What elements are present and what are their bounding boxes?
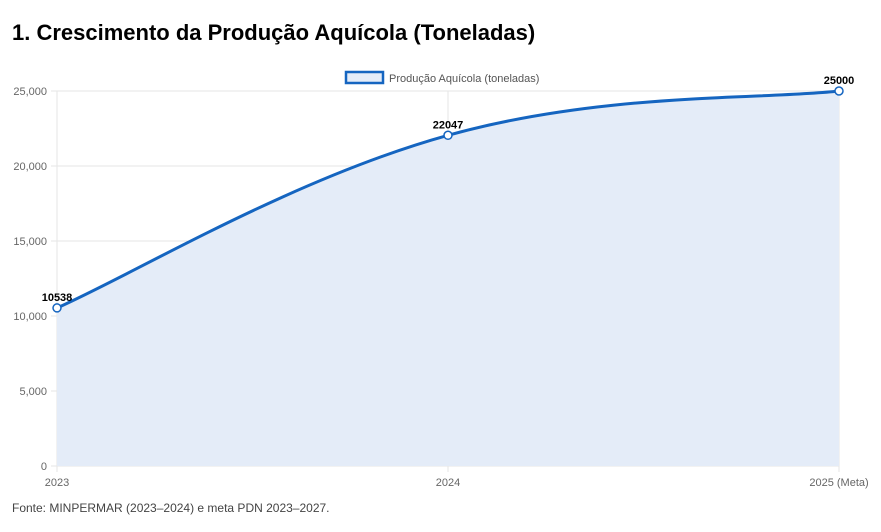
data-label: 25000 <box>824 75 855 87</box>
point-layer <box>52 86 844 313</box>
label-layer: 10538 22047 25000 <box>42 75 855 304</box>
y-tick-label: 5,000 <box>19 386 47 398</box>
legend-layer[interactable]: Produção Aquícola (toneladas) <box>344 70 539 85</box>
chart: 0 5,000 10,000 15,000 20,000 25,000 2023 2024 20… <box>0 62 881 492</box>
area-fill <box>57 91 839 466</box>
chart-svg: 0 5,000 10,000 15,000 20,000 25,000 2023 2024 20… <box>13 70 869 489</box>
data-point <box>834 86 844 96</box>
y-tick-label: 25,000 <box>13 86 47 98</box>
data-label: 10538 <box>42 292 73 304</box>
data-point <box>443 130 453 141</box>
y-tick-label: 20,000 <box>13 161 47 173</box>
legend-swatch <box>344 70 385 85</box>
data-point <box>52 303 62 313</box>
x-tick-label: 2023 <box>45 477 69 489</box>
y-tick-label: 0 <box>41 461 47 473</box>
source-note: Fonte: MINPERMAR (2023–2024) e meta PDN … <box>12 501 330 515</box>
data-label: 22047 <box>433 119 464 131</box>
area-layer <box>57 91 839 466</box>
x-tick-label: 2024 <box>436 477 460 489</box>
y-tick-label: 15,000 <box>13 236 47 248</box>
y-tick-label: 10,000 <box>13 311 47 323</box>
page-title: 1. Crescimento da Produção Aquícola (Ton… <box>12 20 536 45</box>
legend-label: Produção Aquícola (toneladas) <box>389 73 539 85</box>
x-tick-label: 2025 (Meta) <box>809 477 868 489</box>
